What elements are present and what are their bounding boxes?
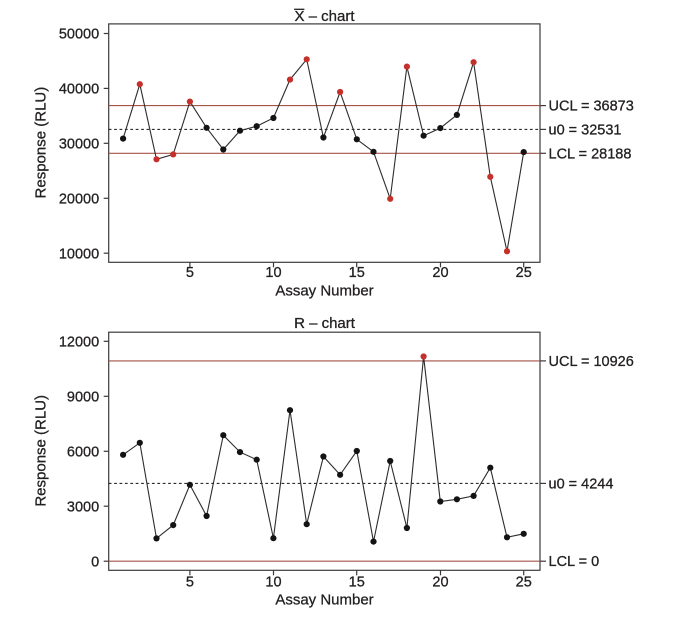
svg-text:Assay Number: Assay Number — [275, 591, 373, 608]
svg-text:6000: 6000 — [67, 445, 99, 461]
svg-text:UCL = 10926: UCL = 10926 — [549, 354, 634, 370]
svg-text:5: 5 — [186, 265, 194, 281]
svg-text:u0 = 4244: u0 = 4244 — [549, 476, 614, 492]
svg-text:50000: 50000 — [59, 27, 99, 43]
svg-text:UCL = 36873: UCL = 36873 — [549, 99, 634, 115]
svg-text:u0 = 32531: u0 = 32531 — [549, 122, 622, 138]
svg-text:15: 15 — [349, 575, 365, 591]
svg-text:Response (RLU): Response (RLU) — [33, 395, 50, 507]
svg-text:R – chart: R – chart — [294, 315, 356, 332]
svg-text:15: 15 — [349, 265, 365, 281]
svg-text:40000: 40000 — [59, 82, 99, 98]
svg-text:X – chart: X – chart — [294, 8, 355, 25]
svg-text:30000: 30000 — [59, 137, 99, 153]
svg-text:25: 25 — [516, 265, 532, 281]
svg-text:10: 10 — [265, 265, 281, 281]
svg-text:LCL = 0: LCL = 0 — [549, 554, 600, 570]
svg-text:25: 25 — [516, 575, 532, 591]
svg-text:Assay Number: Assay Number — [275, 282, 373, 299]
svg-text:20000: 20000 — [59, 192, 99, 208]
svg-text:0: 0 — [91, 554, 99, 570]
svg-text:5: 5 — [186, 575, 194, 591]
svg-text:Response (RLU): Response (RLU) — [33, 87, 50, 199]
svg-text:10000: 10000 — [59, 246, 99, 262]
svg-text:9000: 9000 — [67, 390, 99, 406]
svg-text:12000: 12000 — [59, 335, 99, 351]
svg-text:3000: 3000 — [67, 499, 99, 515]
svg-text:20: 20 — [432, 265, 448, 281]
svg-text:20: 20 — [432, 575, 448, 591]
svg-text:LCL = 28188: LCL = 28188 — [549, 146, 632, 162]
svg-text:10: 10 — [265, 575, 281, 591]
